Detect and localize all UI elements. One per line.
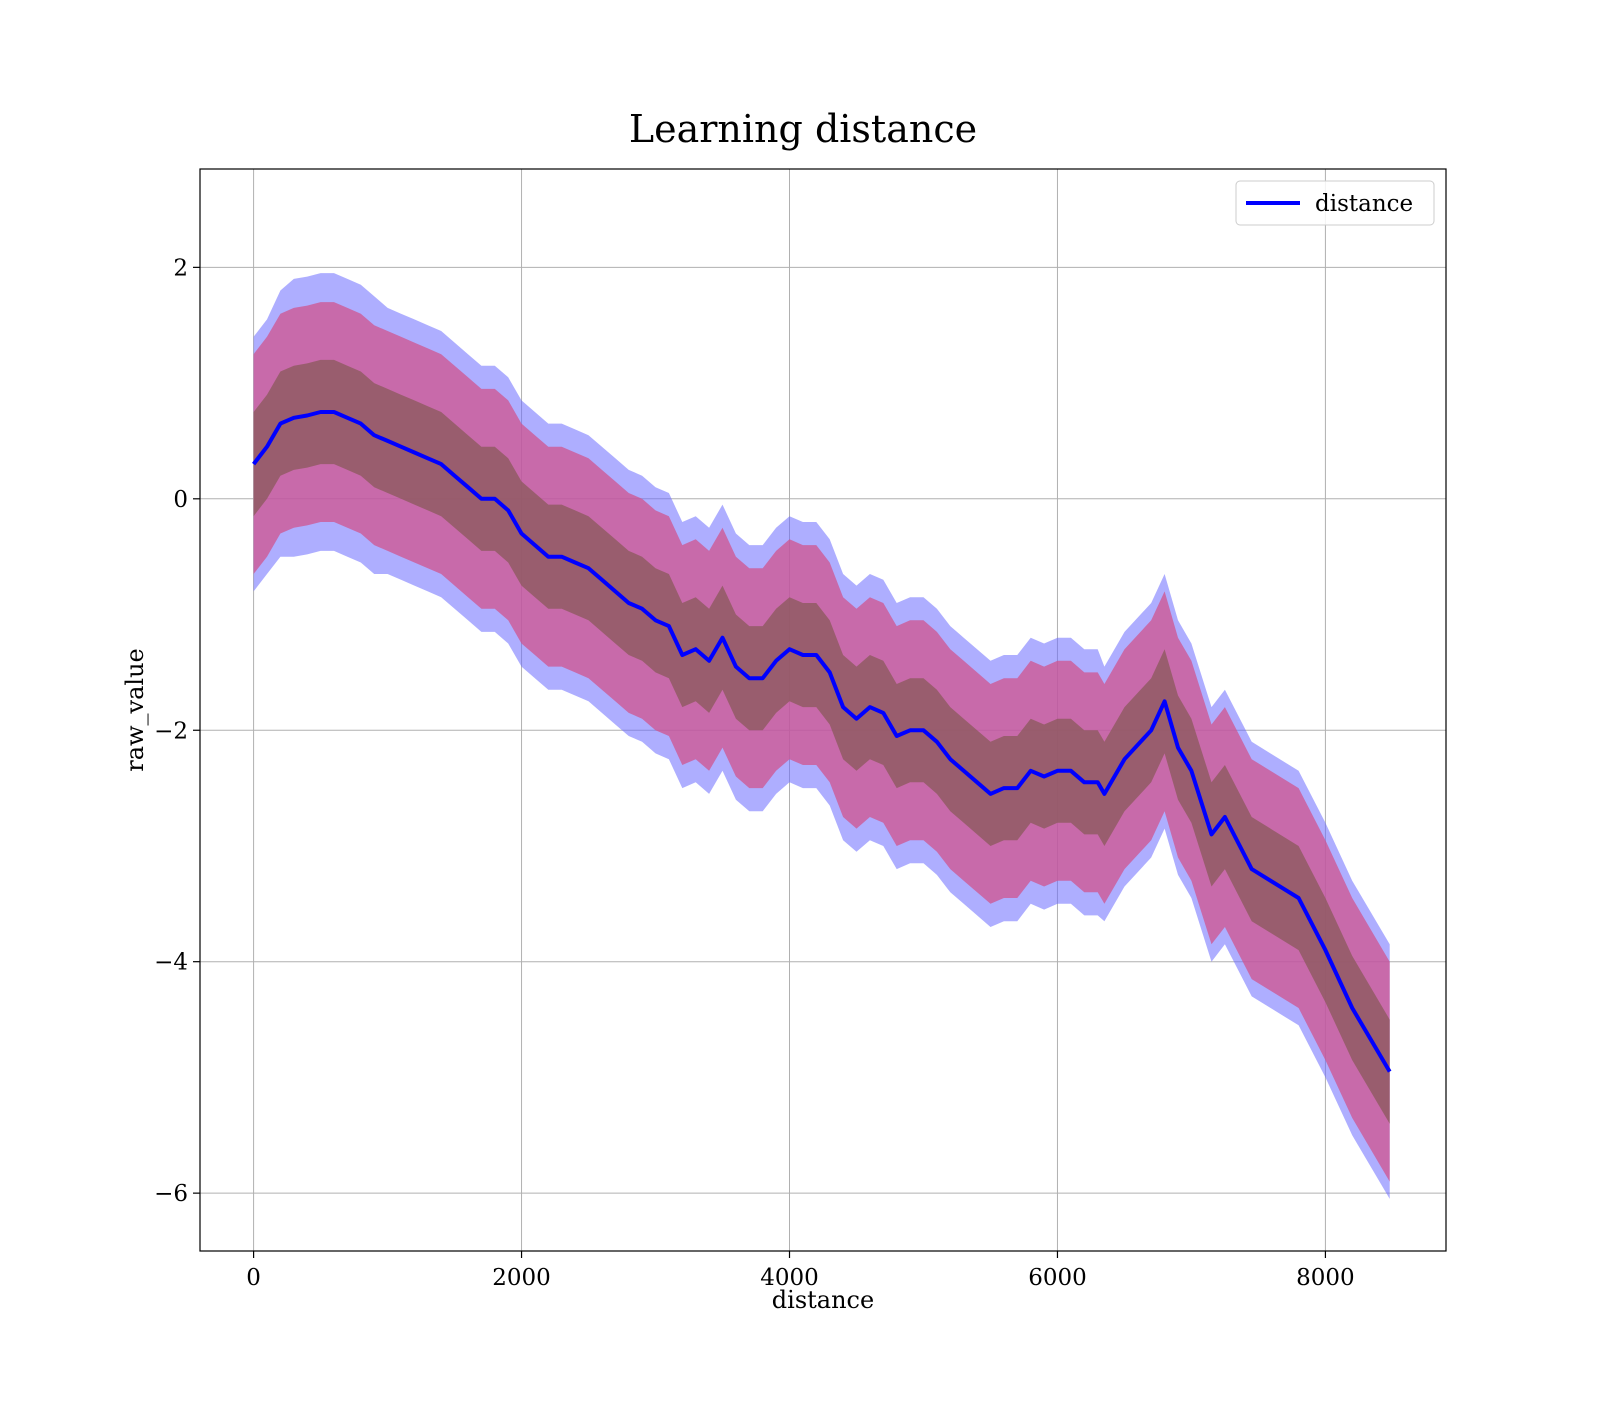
x-axis-ticks: 0 2000 4000 6000 8000: [246, 1251, 1355, 1291]
legend: distance: [1235, 180, 1435, 226]
x-tick-label-1: 2000: [492, 1265, 551, 1291]
legend-label-distance: distance: [1315, 191, 1413, 217]
x-axis-label: distance: [772, 1286, 874, 1314]
chart-title: Learning distance: [629, 107, 977, 151]
y-tick-label-0: −6: [154, 1181, 188, 1207]
series-line-distance: [252, 410, 1392, 1073]
plot-frame: [199, 168, 1447, 1252]
x-tick-label-4: 8000: [1296, 1265, 1355, 1291]
confidence-bands: [253, 273, 1390, 1199]
y-tick-label-2: −2: [154, 718, 188, 744]
inner-band: [253, 359, 1390, 1124]
x-tick-label-3: 6000: [1028, 1265, 1087, 1291]
y-tick-label-3: 0: [173, 487, 188, 513]
y-tick-label-1: −4: [154, 950, 188, 976]
y-axis-ticks: −6 −4 −2 0 2: [154, 255, 200, 1207]
x-tick-label-2: 4000: [760, 1265, 819, 1291]
y-tick-label-4: 2: [173, 255, 188, 281]
legend-box: [1235, 180, 1435, 226]
y-axis-label: raw_value: [121, 648, 149, 772]
x-tick-label-0: 0: [246, 1265, 261, 1291]
series-lines: [252, 410, 1392, 1073]
